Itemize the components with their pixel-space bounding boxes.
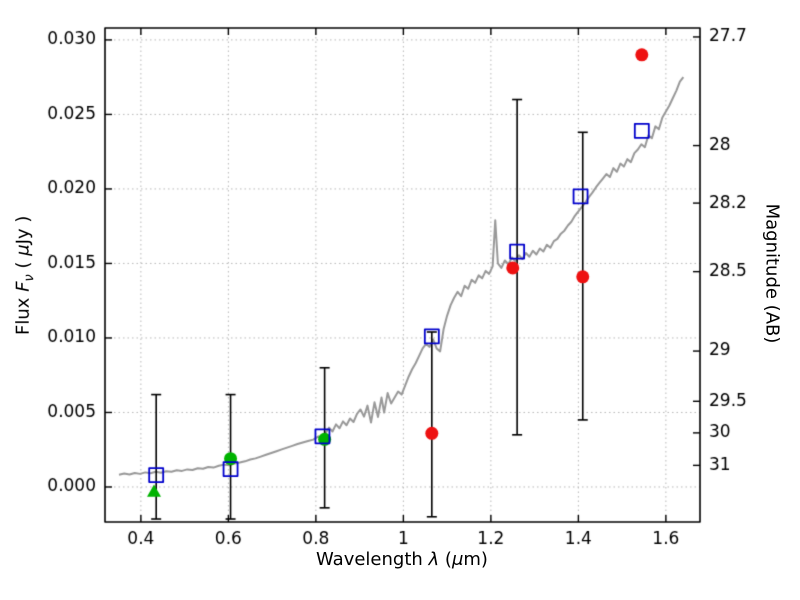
x-axis-unit-open: ( xyxy=(439,549,452,570)
mu-symbol: μ xyxy=(12,244,34,256)
x-axis-unit-close: m) xyxy=(463,549,488,570)
y-axis-unit-close: Jy ) xyxy=(12,215,34,245)
flux-symbol: F xyxy=(12,281,34,292)
mu-symbol: μ xyxy=(451,549,464,570)
x-axis-title: Wavelength λ (μm) xyxy=(202,549,602,570)
y-axis-title-text: Flux xyxy=(12,291,34,335)
x-axis-title-text: Wavelength xyxy=(316,549,429,570)
lambda-symbol: λ xyxy=(428,549,440,570)
flux-subscript: ν xyxy=(22,274,38,282)
y-axis-title: Flux Fν ( μJy ) xyxy=(13,125,38,425)
y2-axis-title: Magnitude (AB) xyxy=(761,203,783,344)
y-axis-unit-open: ( xyxy=(12,255,34,275)
